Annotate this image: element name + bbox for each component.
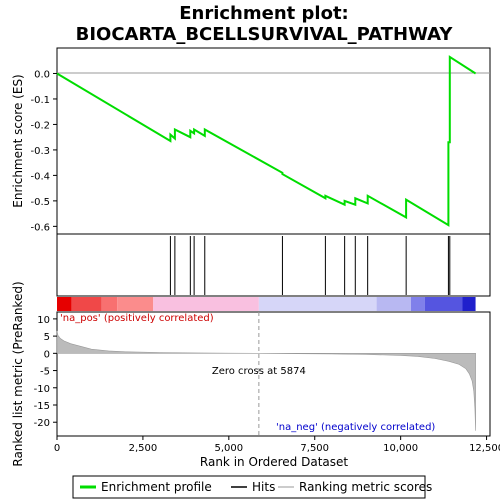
colorbar-segment: [376, 297, 411, 311]
metric-panel-frame: [56, 311, 491, 437]
neg-label: 'na_neg' (negatively correlated): [276, 422, 435, 433]
es-panel-frame: [56, 47, 491, 235]
enrichment-profile-line: [56, 55, 477, 227]
ranking-metric-area: [56, 330, 476, 431]
metric-xtick-label: 10,000: [383, 443, 418, 454]
es-ytick-label: 0.0: [34, 69, 50, 80]
metric-ytick-label: -10: [34, 384, 50, 395]
pos-label: 'na_pos' (positively correlated): [60, 313, 214, 324]
metric-panel: Zero cross at 5874 'na_pos' (positively …: [11, 281, 500, 469]
rank-colorbar: [57, 297, 476, 311]
legend: Enrichment profile Hits Ranking metric s…: [72, 475, 432, 499]
metric-xlabel: Rank in Ordered Dataset: [200, 455, 348, 469]
legend-frame: [72, 475, 426, 499]
metric-xtick-label: 12,500: [469, 443, 500, 454]
colorbar-segment: [153, 297, 259, 311]
metric-xtick-label: 5,000: [215, 443, 244, 454]
es-ytick-label: -0.4: [30, 171, 50, 182]
metric-ytick-label: 0: [44, 349, 50, 360]
es-ytick-label: -0.6: [30, 222, 50, 233]
colorbar-segment: [57, 297, 72, 311]
colorbar-segment: [410, 297, 425, 311]
metric-ytick-label: 5: [44, 332, 50, 343]
zero-cross-label: Zero cross at 5874: [212, 366, 306, 377]
hits-panel: [56, 233, 491, 297]
colorbar-segment: [462, 297, 476, 311]
metric-xtick-label: 7,500: [300, 443, 329, 454]
colorbar-segment: [258, 297, 377, 311]
metric-ytick-label: -15: [34, 401, 50, 412]
legend-label-hits: Hits: [252, 480, 275, 494]
chart-subtitle: BIOCARTA_BCELLSURVIVAL_PATHWAY: [76, 24, 454, 45]
metric-ytick-label: -5: [40, 367, 50, 378]
es-panel: 0.0 -0.1 -0.2 -0.3 -0.4 -0.5 -0.6 Enrichment s…: [11, 47, 491, 235]
metric-ytick-label: -20: [34, 418, 50, 429]
legend-label-enrichment-profile: Enrichment profile: [101, 480, 212, 494]
colorbar-segment: [117, 297, 154, 311]
metric-ytick-label: 10: [37, 315, 50, 326]
chart-title: Enrichment plot:: [179, 3, 349, 24]
colorbar-segment: [71, 297, 102, 311]
es-ytick-label: -0.1: [30, 95, 50, 106]
es-ytick-label: -0.5: [30, 197, 50, 208]
es-ytick-label: -0.2: [30, 120, 50, 131]
colorbar-segment: [101, 297, 118, 311]
es-ytick-label: -0.3: [30, 146, 50, 157]
legend-label-ranking-metric-scores: Ranking metric scores: [299, 480, 432, 494]
metric-ylabel: Ranked list metric (PreRanked): [11, 281, 25, 466]
es-ylabel: Enrichment score (ES): [11, 74, 25, 207]
hits-panel-frame: [56, 233, 491, 297]
colorbar-segment: [424, 297, 463, 311]
metric-xtick-label: 2,500: [129, 443, 158, 454]
metric-xtick-label: 0: [54, 443, 60, 454]
